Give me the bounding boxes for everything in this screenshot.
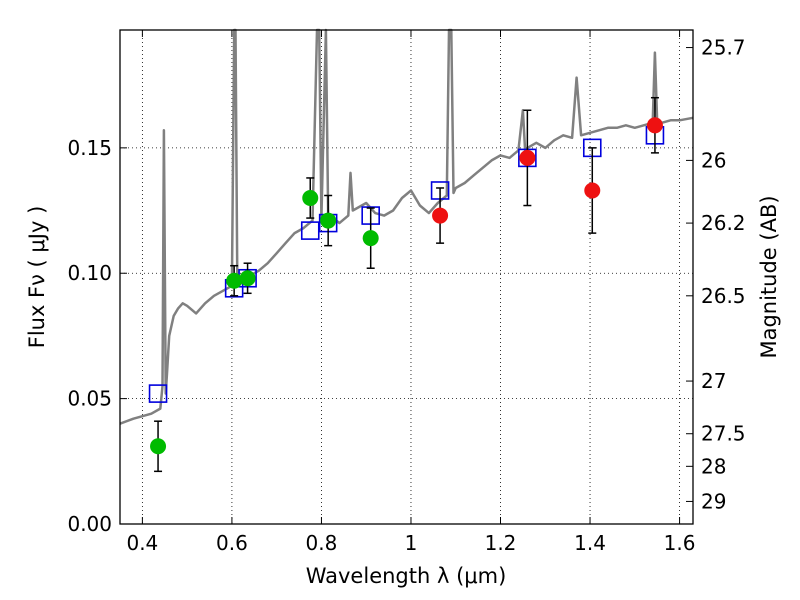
- y-tick-label: 0.10: [67, 261, 112, 285]
- plot-area: [120, 30, 693, 524]
- x-tick-label: 1.2: [485, 531, 517, 555]
- y2-tick-label: 28: [701, 454, 726, 478]
- x-tick-label: 1: [405, 531, 418, 555]
- observed-point: [584, 182, 601, 199]
- y2-tick-label: 26.5: [701, 284, 746, 308]
- y-axis: 0.00 0.05 0.10 0.15: [67, 136, 127, 536]
- observed-point: [239, 270, 256, 287]
- x-tick-label: 1.6: [664, 531, 696, 555]
- observed-point: [226, 272, 243, 289]
- x-axis-label: Wavelength λ (μm): [306, 564, 507, 588]
- x-tick-label: 1.4: [574, 531, 606, 555]
- model-square: [300, 221, 320, 240]
- model-square: [148, 384, 168, 403]
- observed-point: [302, 190, 319, 207]
- y2-tick-label: 27: [701, 369, 726, 393]
- observed-point: [150, 438, 167, 455]
- spectrum-line: [119, 28, 694, 425]
- y2-tick-label: 29: [701, 489, 726, 513]
- observed-point: [432, 207, 449, 224]
- x-tick-label: 0.8: [306, 531, 338, 555]
- observed-point: [320, 212, 337, 229]
- observed-point: [646, 117, 663, 134]
- y2-axis-label: Magnitude (AB): [757, 195, 781, 358]
- observed-dots-layer: [150, 117, 663, 455]
- y2-tick-label: 26: [701, 148, 726, 172]
- y2-tick-label: 25.7: [701, 36, 746, 60]
- plot-frame: [119, 29, 694, 525]
- y2-axis: 25.7 26 26.2 26.5 27 27.5 28 29: [686, 36, 746, 513]
- observed-point: [519, 149, 536, 166]
- observed-point: [362, 230, 379, 247]
- x-tick-label: 0.6: [216, 531, 248, 555]
- x-tick-label: 0.4: [126, 531, 158, 555]
- y-axis-label: Flux Fν ( μJy ): [25, 206, 49, 349]
- x-axis: 0.4 0.6 0.8 1 1.2 1.4 1.6: [126, 30, 695, 555]
- spectrum-layer: [119, 28, 694, 425]
- y-tick-label: 0.05: [67, 387, 112, 411]
- y2-tick-label: 26.2: [701, 211, 746, 235]
- y-tick-label: 0.00: [67, 512, 112, 536]
- y-tick-label: 0.15: [67, 136, 112, 160]
- y2-tick-label: 27.5: [701, 422, 746, 446]
